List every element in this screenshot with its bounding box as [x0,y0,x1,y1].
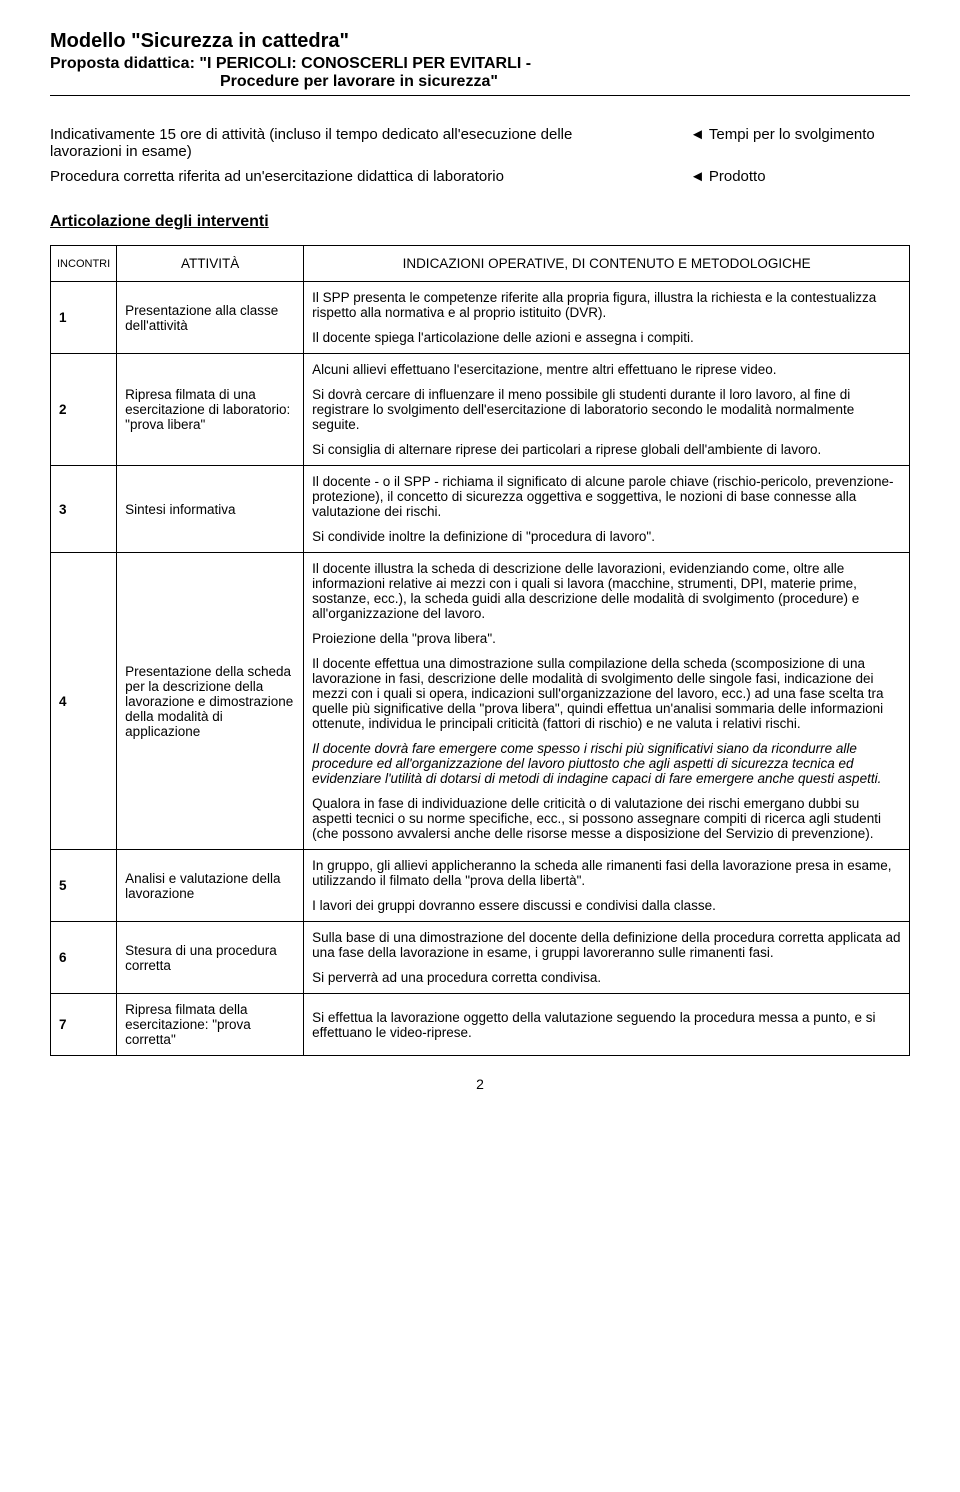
lead-right-2: ◄Prodotto [690,168,910,185]
table-row: 3Sintesi informativaIl docente - o il SP… [51,466,910,553]
lead-row-1: Indicativamente 15 ore di attività (incl… [50,126,910,160]
lead-row-2: Procedura corretta riferita ad un'eserci… [50,168,910,185]
row-description: In gruppo, gli allievi applicheranno la … [304,850,910,922]
description-paragraph: Alcuni allievi effettuano l'esercitazion… [312,362,901,377]
interventions-table: INCONTRI ATTIVITÀ INDICAZIONI OPERATIVE,… [50,245,910,1056]
description-paragraph: Il docente illustra la scheda di descriz… [312,561,901,621]
col-header-attivita: ATTIVITÀ [117,246,304,282]
row-number: 5 [51,850,117,922]
description-paragraph: Il docente - o il SPP - richiama il sign… [312,474,901,519]
row-activity: Ripresa filmata della esercitazione: "pr… [117,994,304,1056]
description-paragraph: Si perverrà ad una procedura corretta co… [312,970,901,985]
description-paragraph: Il docente spiega l'articolazione delle … [312,330,901,345]
row-number: 7 [51,994,117,1056]
row-activity: Sintesi informativa [117,466,304,553]
page-container: Modello "Sicurezza in cattedra" Proposta… [0,0,960,1112]
row-number: 6 [51,922,117,994]
header-subtitle-1: Proposta didattica: "I PERICOLI: CONOSCE… [50,55,910,73]
description-paragraph: Il docente dovrà fare emergere come spes… [312,741,901,786]
col-header-incontri: INCONTRI [51,246,117,282]
row-number: 4 [51,553,117,850]
row-activity: Presentazione della scheda per la descri… [117,553,304,850]
marker-icon: ◄ [690,168,705,185]
description-paragraph: Si dovrà cercare di influenzare il meno … [312,387,901,432]
table-row: 4Presentazione della scheda per la descr… [51,553,910,850]
row-activity: Analisi e valutazione della lavorazione [117,850,304,922]
section-title: Articolazione degli interventi [50,213,910,231]
description-paragraph: Proiezione della "prova libera". [312,631,901,646]
row-description: Il SPP presenta le competenze riferite a… [304,282,910,354]
table-row: 6Stesura di una procedura corretta Sulla … [51,922,910,994]
header-subtitle-2: Procedure per lavorare in sicurezza" [50,73,910,91]
description-paragraph: Qualora in fase di individuazione delle … [312,796,901,841]
description-paragraph: Si condivide inoltre la definizione di "… [312,529,901,544]
lead-right-2-text: Prodotto [709,168,766,185]
table-body: 1Presentazione alla classe dell'attività… [51,282,910,1056]
description-paragraph: Sulla base di una dimostrazione del doce… [312,930,901,960]
description-paragraph: Il docente effettua una dimostrazione su… [312,656,901,731]
header-rule [50,95,910,96]
col-header-indicazioni: INDICAZIONI OPERATIVE, DI CONTENUTO E ME… [304,246,910,282]
description-paragraph: Si effettua la lavorazione oggetto della… [312,1010,901,1040]
table-row: 7Ripresa filmata della esercitazione: "p… [51,994,910,1056]
row-description: Il docente - o il SPP - richiama il sign… [304,466,910,553]
description-paragraph: Si consiglia di alternare riprese dei pa… [312,442,901,457]
lead-right-1: ◄Tempi per lo svolgimento [690,126,910,160]
description-paragraph: In gruppo, gli allievi applicheranno la … [312,858,901,888]
row-activity: Presentazione alla classe dell'attività [117,282,304,354]
page-number: 2 [50,1076,910,1092]
row-number: 1 [51,282,117,354]
row-description: Sulla base di una dimostrazione del doce… [304,922,910,994]
document-header: Modello "Sicurezza in cattedra" Proposta… [50,30,910,96]
table-row: 2Ripresa filmata di una esercitazione di… [51,354,910,466]
subtitle-prefix: Proposta didattica: [50,55,195,72]
table-row: 1Presentazione alla classe dell'attività… [51,282,910,354]
table-row: 5Analisi e valutazione della lavorazione… [51,850,910,922]
description-paragraph: I lavori dei gruppi dovranno essere disc… [312,898,901,913]
row-number: 3 [51,466,117,553]
lead-left-2: Procedura corretta riferita ad un'eserci… [50,168,610,185]
row-description: Alcuni allievi effettuano l'esercitazion… [304,354,910,466]
row-activity: Ripresa filmata di una esercitazione di … [117,354,304,466]
row-description: Si effettua la lavorazione oggetto della… [304,994,910,1056]
header-title: Modello "Sicurezza in cattedra" [50,30,910,53]
description-paragraph: Il SPP presenta le competenze riferite a… [312,290,901,320]
marker-icon: ◄ [690,126,705,143]
table-header-row: INCONTRI ATTIVITÀ INDICAZIONI OPERATIVE,… [51,246,910,282]
row-activity: Stesura di una procedura corretta [117,922,304,994]
lead-left-1: Indicativamente 15 ore di attività (incl… [50,126,610,160]
row-number: 2 [51,354,117,466]
lead-right-1-text: Tempi per lo svolgimento [709,126,875,143]
subtitle-rest: "I PERICOLI: CONOSCERLI PER EVITARLI - [195,55,531,72]
row-description: Il docente illustra la scheda di descriz… [304,553,910,850]
